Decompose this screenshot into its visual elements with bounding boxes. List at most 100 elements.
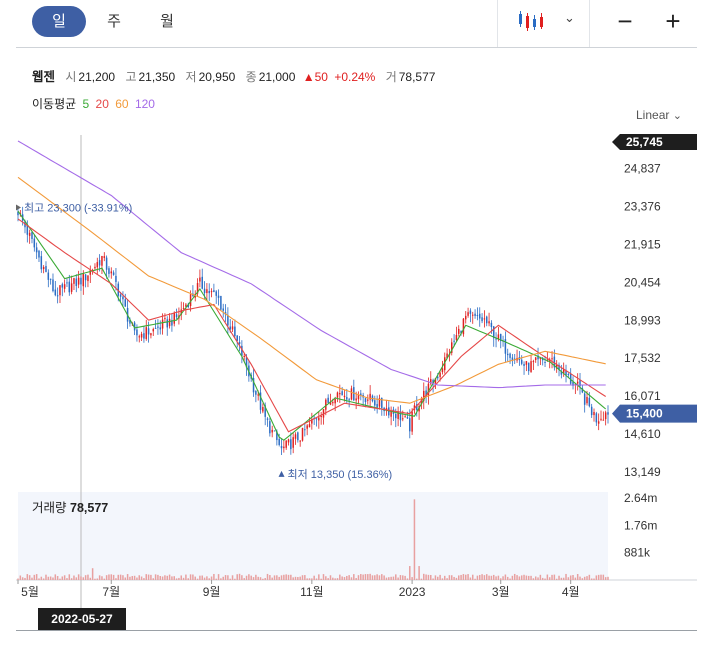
- candle-body: [210, 291, 213, 293]
- volume-bar: [322, 574, 325, 580]
- tab-week[interactable]: 주: [107, 13, 121, 30]
- candle: [595, 411, 598, 580]
- candle-body: [271, 429, 273, 433]
- volume-bar: [241, 575, 243, 580]
- candle: [462, 317, 465, 580]
- x-tick-label: 7월: [102, 585, 120, 599]
- candle-body: [437, 376, 439, 379]
- candle-body: [59, 285, 61, 296]
- scale-selector[interactable]: Linear ⌄: [636, 108, 682, 122]
- volume-bar: [595, 575, 598, 580]
- candle-body: [49, 278, 52, 280]
- candle-body: [406, 417, 409, 419]
- candle-body: [101, 256, 103, 266]
- candle-body: [602, 419, 605, 421]
- candle-body: [558, 364, 560, 370]
- candle-body: [257, 394, 259, 396]
- candle-body: [367, 399, 369, 401]
- candle: [42, 265, 45, 580]
- candle: [285, 440, 287, 580]
- candle-body: [206, 289, 208, 294]
- chevron-down-icon[interactable]: ⌄: [564, 10, 575, 25]
- candle: [96, 257, 99, 580]
- candle: [590, 403, 593, 580]
- candle: [231, 320, 234, 580]
- candle-body: [182, 308, 185, 310]
- volume-bar: [52, 577, 54, 580]
- candle-body: [110, 271, 113, 274]
- candle-body: [285, 440, 287, 448]
- candle-body: [495, 338, 497, 340]
- volume-bar: [152, 578, 155, 580]
- candle-body: [551, 358, 553, 360]
- candle-body: [527, 362, 530, 372]
- volume-bar: [194, 576, 196, 580]
- candle: [161, 313, 164, 580]
- volume-bar: [506, 576, 509, 580]
- volume-bar: [325, 576, 327, 580]
- volume-bar: [255, 574, 257, 580]
- candle-body: [294, 434, 297, 439]
- volume-bar: [430, 574, 432, 580]
- candle-body: [544, 361, 546, 363]
- zoom-out-button[interactable]: −: [617, 6, 633, 36]
- candle: [49, 278, 52, 580]
- x-tick-label: 2023: [399, 585, 426, 599]
- candle: [532, 359, 535, 580]
- candle: [290, 432, 292, 580]
- volume-bar: [569, 575, 572, 580]
- volume-bar: [511, 575, 514, 580]
- low-label: 저: [185, 70, 197, 84]
- price-tick-label: 16,071: [624, 389, 661, 403]
- candle-body: [252, 378, 255, 393]
- volume-bar: [276, 575, 278, 580]
- tab-month[interactable]: 월: [160, 13, 174, 30]
- candle-body: [262, 406, 264, 412]
- candle: [166, 316, 169, 580]
- candle-body: [385, 408, 388, 411]
- candle-body: [227, 315, 229, 326]
- candle-body: [241, 345, 243, 356]
- candle: [457, 325, 460, 580]
- candlestick-icon[interactable]: [517, 10, 545, 32]
- candle: [222, 303, 224, 580]
- candle-body: [453, 340, 455, 342]
- zoom-in-button[interactable]: +: [665, 6, 681, 36]
- candle-body: [474, 313, 476, 316]
- candle-body: [222, 308, 224, 311]
- volume-bar: [115, 578, 117, 580]
- candle: [140, 331, 143, 580]
- candle-body: [497, 334, 500, 340]
- candle: [112, 270, 115, 580]
- volume-bar: [238, 573, 241, 580]
- zoom-box: [589, 0, 698, 47]
- volume-bar: [425, 574, 427, 580]
- volume-bar: [509, 578, 511, 580]
- open-label: 시: [65, 70, 77, 84]
- volume-bar: [409, 566, 411, 580]
- candle: [164, 313, 166, 580]
- candle: [175, 308, 178, 580]
- volume-bar: [399, 575, 402, 580]
- tab-day[interactable]: 일: [32, 6, 86, 37]
- candle: [579, 373, 581, 580]
- volume-bar: [77, 574, 80, 580]
- candle-body: [481, 317, 483, 322]
- high-label: 고: [125, 70, 137, 84]
- candle-body: [129, 319, 131, 324]
- volume-bar: [502, 576, 504, 580]
- volume-bar: [439, 574, 441, 580]
- candle-body: [157, 326, 159, 328]
- candle: [145, 319, 148, 580]
- chart-type-box: [497, 0, 590, 47]
- candle: [299, 440, 301, 580]
- volume-bar: [161, 576, 164, 580]
- volume-bar: [441, 578, 444, 580]
- candle-body: [243, 355, 245, 357]
- candle: [467, 307, 469, 580]
- candle-body: [320, 415, 322, 417]
- candle: [124, 293, 127, 580]
- volume-bar: [31, 577, 33, 580]
- candle: [306, 424, 308, 580]
